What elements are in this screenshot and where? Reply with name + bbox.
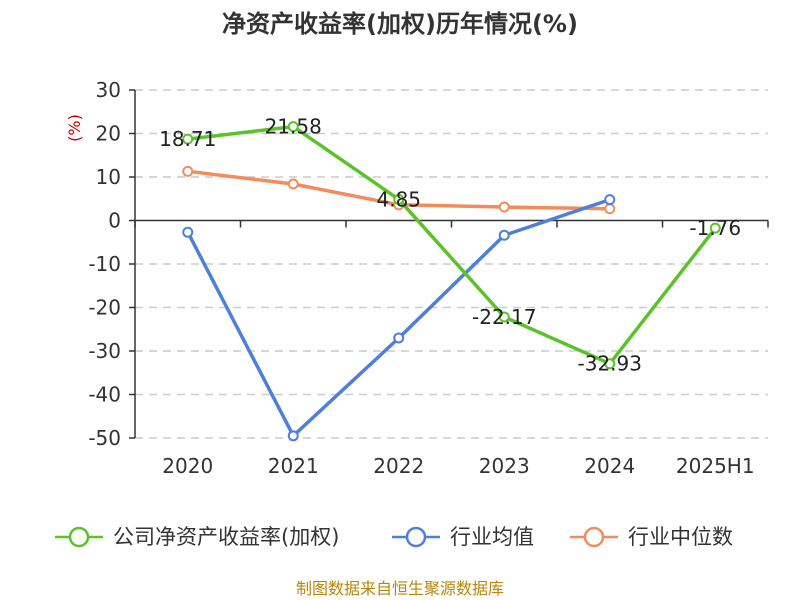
series-layer [182,121,721,442]
y-tick-label: -20 [88,296,121,320]
y-tick-label: -10 [88,252,121,276]
data-point[interactable] [604,194,616,206]
legend-item[interactable]: 行业均值 [392,525,534,549]
data-label: -32.93 [578,352,642,376]
series-line [186,197,612,438]
data-point[interactable] [498,311,510,323]
data-point[interactable] [604,203,616,215]
legend-item[interactable]: 公司净资产收益率(加权) [55,525,339,549]
x-tick-label: 2023 [479,454,530,478]
y-tick-label: 30 [96,78,121,102]
x-tick-label: 2020 [162,454,213,478]
x-tick-label: 2025H1 [676,454,755,478]
data-point[interactable] [287,430,299,442]
legend-marker-icon [583,526,605,548]
y-tick-label: -50 [88,426,121,450]
legend-label: 行业均值 [450,525,534,549]
data-point[interactable] [393,193,405,205]
data-point[interactable] [498,201,510,213]
source-note: 制图数据来自恒生聚源数据库 [296,579,504,598]
x-tick-label: 2021 [268,454,319,478]
data-point[interactable] [498,229,510,241]
legend[interactable]: 公司净资产收益率(加权) 行业均值 行业中位数 [55,525,733,549]
legend-marker-icon [405,526,427,548]
y-tick-label: 0 [108,209,121,233]
axis-layer: 30 20 10 0 -10 -20 -30 -40 -50 2020 2021 2022 2023 20… [88,78,769,478]
legend-item[interactable]: 行业中位数 [570,525,733,549]
x-tick-label: 2022 [373,454,424,478]
data-point[interactable] [182,226,194,238]
data-label: 18.71 [159,127,216,151]
data-point[interactable] [604,358,616,370]
data-point[interactable] [182,133,194,145]
y-tick-label: -40 [88,383,121,407]
data-label: 21.58 [265,115,322,139]
series-line [186,124,718,366]
y-tick-label: 10 [96,165,121,189]
data-point[interactable] [287,121,299,133]
legend-marker-icon [68,526,90,548]
data-point[interactable] [709,222,721,234]
chart-title: 净资产收益率(加权)历年情况(%) [222,10,578,38]
data-point[interactable] [287,178,299,190]
data-label: -22.17 [472,305,536,329]
data-label: 4.85 [376,187,421,211]
data-point[interactable] [182,165,194,177]
data-point[interactable] [393,332,405,344]
y-tick-label: 20 [96,122,121,146]
label-layer: 18.71 21.58 4.85 -22.17 -32.93 -1.76 [159,115,741,376]
legend-label: 公司净资产收益率(加权) [113,525,339,549]
legend-label: 行业中位数 [628,525,733,549]
grid-layer [135,89,768,439]
y-axis-label: (%) [65,114,84,142]
y-tick-label: -30 [88,339,121,363]
x-tick-label: 2024 [584,454,635,478]
data-label: -1.76 [689,216,741,240]
